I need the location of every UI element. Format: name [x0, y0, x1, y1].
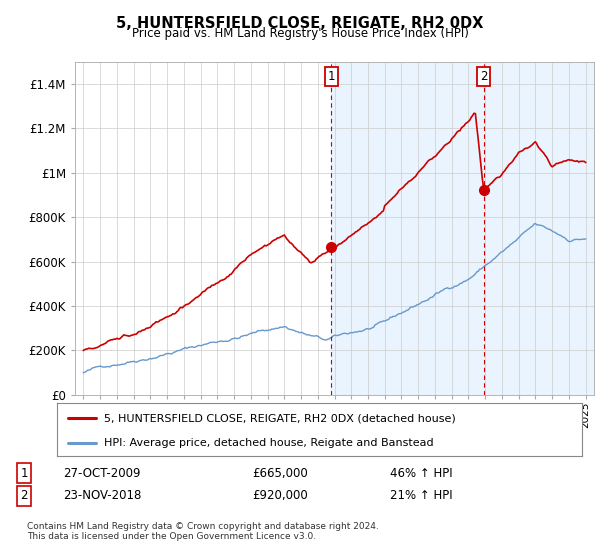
Text: 2: 2	[480, 70, 487, 83]
Text: 27-OCT-2009: 27-OCT-2009	[63, 466, 140, 480]
Text: HPI: Average price, detached house, Reigate and Banstead: HPI: Average price, detached house, Reig…	[104, 438, 434, 448]
Text: £665,000: £665,000	[252, 466, 308, 480]
Text: Price paid vs. HM Land Registry's House Price Index (HPI): Price paid vs. HM Land Registry's House …	[131, 27, 469, 40]
Text: £920,000: £920,000	[252, 489, 308, 502]
Text: 46% ↑ HPI: 46% ↑ HPI	[390, 466, 452, 480]
Bar	[331, 62, 600, 395]
Text: 21% ↑ HPI: 21% ↑ HPI	[390, 489, 452, 502]
Text: 1: 1	[328, 70, 335, 83]
Text: Contains HM Land Registry data © Crown copyright and database right 2024.
This d: Contains HM Land Registry data © Crown c…	[27, 522, 379, 542]
Text: 2: 2	[20, 489, 28, 502]
Text: 5, HUNTERSFIELD CLOSE, REIGATE, RH2 0DX: 5, HUNTERSFIELD CLOSE, REIGATE, RH2 0DX	[116, 16, 484, 31]
Text: 5, HUNTERSFIELD CLOSE, REIGATE, RH2 0DX (detached house): 5, HUNTERSFIELD CLOSE, REIGATE, RH2 0DX …	[104, 413, 456, 423]
Text: 23-NOV-2018: 23-NOV-2018	[63, 489, 142, 502]
Text: 1: 1	[20, 466, 28, 480]
